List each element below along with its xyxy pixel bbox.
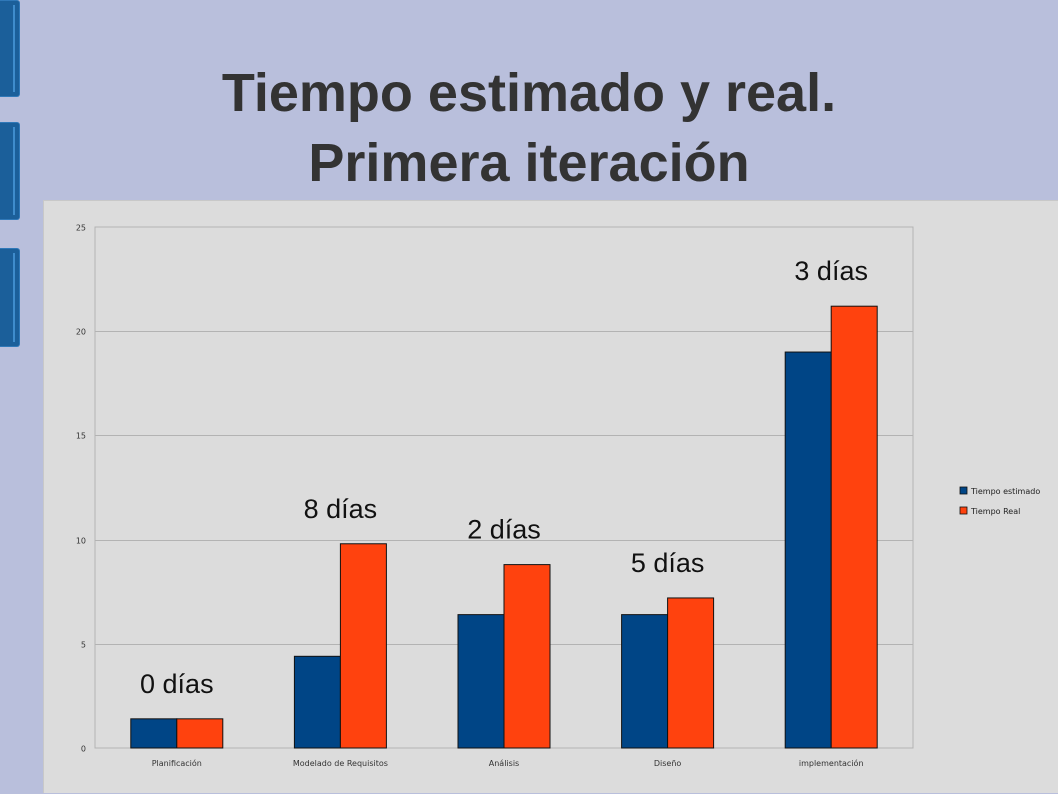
side-tab-1 <box>0 0 20 97</box>
slide-title-line-1: Tiempo estimado y real. <box>221 63 837 123</box>
slide-title-line-2: Primera iteración <box>308 133 750 193</box>
x-category-label: Modelado de Requisitos <box>293 759 388 768</box>
bar-estimado <box>457 614 505 749</box>
bar-real <box>503 564 551 749</box>
bar-real <box>339 543 387 749</box>
y-tick-label: 15 <box>76 432 86 441</box>
bar-estimado <box>293 655 341 749</box>
legend-swatch <box>959 486 968 495</box>
bar-annotation: 0 días <box>140 669 214 699</box>
x-category-label: implementación <box>799 758 864 768</box>
bar-real <box>667 597 715 749</box>
y-tick-label: 20 <box>76 328 86 337</box>
y-tick-label: 10 <box>76 537 86 546</box>
bar-annotation: 5 días <box>631 548 705 578</box>
y-tick-label: 25 <box>76 224 86 233</box>
legend-label: Tiempo Real <box>970 507 1020 516</box>
x-category-label: Planificación <box>152 758 202 768</box>
bar-annotation: 8 días <box>304 494 378 524</box>
bar-annotation: 3 días <box>794 256 868 286</box>
chart-panel: 0 5 10 15 20 25 Planificación 0 días Modelado de… <box>43 200 1058 793</box>
x-category-label: Análisis <box>489 759 519 768</box>
bar-estimado <box>130 718 178 749</box>
y-tick-label: 0 <box>81 745 86 754</box>
legend-label: Tiempo estimado <box>970 487 1040 496</box>
legend-swatch <box>959 506 968 515</box>
slide-title: Tiempo estimado y real. Primera iteració… <box>0 58 1058 198</box>
bar-annotation: 2 días <box>467 515 541 545</box>
bar-real <box>830 305 878 749</box>
bar-chart: 0 5 10 15 20 25 Planificación 0 días Modelado de… <box>76 224 1041 769</box>
side-tab-2 <box>0 122 20 220</box>
y-tick-label: 5 <box>81 641 86 650</box>
bar-estimado <box>621 614 669 749</box>
bar-real <box>176 718 224 749</box>
side-tab-3 <box>0 248 20 347</box>
x-category-label: Diseño <box>654 759 682 768</box>
bar-estimado <box>784 351 832 749</box>
